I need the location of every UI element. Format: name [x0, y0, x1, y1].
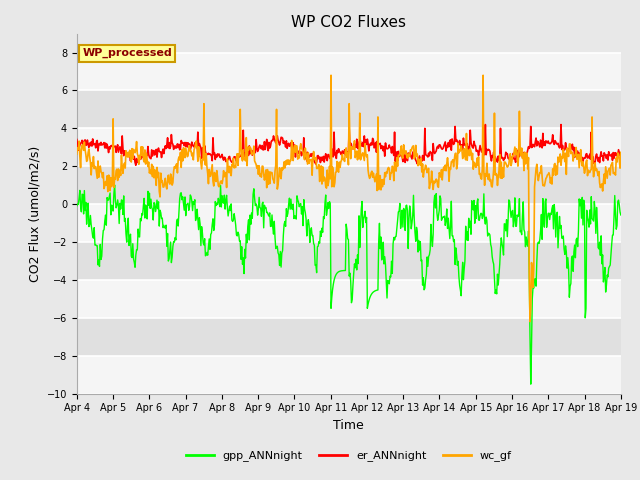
wc_gf [139, 144, 147, 150]
gpp_ANNnight [83, 221, 90, 227]
Bar [77, 280, 621, 318]
er_ANNnight [223, 157, 231, 163]
Y-axis label: CO2 Flux (umol/m2/s): CO2 Flux (umol/m2/s) [28, 145, 41, 282]
gpp_ANNnight [527, 381, 534, 387]
gpp_ANNnight [195, 227, 202, 232]
er_ANNnight [416, 153, 424, 159]
wc_gf [327, 72, 335, 78]
er_ANNnight [83, 142, 90, 147]
Line: wc_gf: wc_gf [77, 75, 621, 322]
wc_gf [416, 159, 424, 165]
wc_gf [73, 151, 81, 157]
wc_gf [194, 158, 202, 164]
Title: WP CO2 Fluxes: WP CO2 Fluxes [291, 15, 406, 30]
Bar [77, 318, 621, 356]
Bar [77, 128, 621, 166]
Text: WP_processed: WP_processed [82, 48, 172, 58]
er_ANNnight [431, 149, 439, 155]
Bar [77, 204, 621, 242]
er_ANNnight [481, 121, 489, 127]
gpp_ANNnight [431, 205, 439, 211]
X-axis label: Time: Time [333, 419, 364, 432]
gpp_ANNnight [73, 203, 81, 209]
Legend: gpp_ANNnight, er_ANNnight, wc_gf: gpp_ANNnight, er_ANNnight, wc_gf [182, 446, 516, 466]
gpp_ANNnight [140, 203, 147, 208]
Line: gpp_ANNnight: gpp_ANNnight [77, 185, 621, 384]
gpp_ANNnight [111, 182, 118, 188]
gpp_ANNnight [223, 205, 231, 211]
wc_gf [83, 158, 90, 164]
wc_gf [617, 149, 625, 155]
er_ANNnight [617, 152, 625, 157]
wc_gf [223, 185, 230, 191]
wc_gf [526, 319, 534, 324]
er_ANNnight [140, 155, 147, 160]
er_ANNnight [195, 144, 202, 150]
Bar [77, 242, 621, 280]
Bar [77, 52, 621, 90]
er_ANNnight [73, 137, 81, 143]
er_ANNnight [132, 162, 140, 168]
Bar [77, 90, 621, 128]
Bar [77, 356, 621, 394]
Line: er_ANNnight: er_ANNnight [77, 124, 621, 165]
wc_gf [431, 179, 439, 184]
gpp_ANNnight [617, 212, 625, 218]
gpp_ANNnight [416, 247, 424, 253]
Bar [77, 166, 621, 204]
